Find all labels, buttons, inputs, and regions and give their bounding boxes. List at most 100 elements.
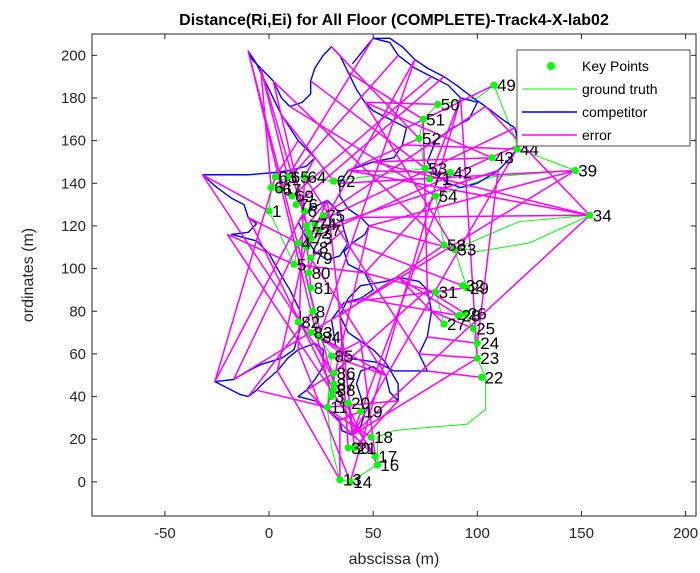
error-segment	[327, 400, 399, 408]
error-segment	[373, 156, 492, 163]
key-point-marker	[446, 169, 454, 177]
key-point-marker	[513, 145, 521, 153]
key-point-marker	[461, 309, 469, 317]
key-point-label: 3	[335, 388, 344, 407]
key-point-marker	[311, 220, 319, 228]
key-point-marker	[469, 324, 477, 332]
error-segment	[278, 54, 399, 191]
error-segment	[427, 336, 478, 344]
error-segment	[360, 214, 590, 219]
key-point-label: 34	[593, 206, 612, 225]
error-segment	[314, 127, 516, 225]
key-point-marker	[330, 380, 338, 388]
key-point-label: 86	[337, 364, 356, 383]
error-segment	[310, 229, 345, 259]
key-point-label: 31	[439, 283, 458, 302]
key-point-label: 58	[447, 236, 466, 255]
error-segment	[259, 67, 289, 178]
error-segment	[364, 272, 436, 293]
key-point-marker	[473, 354, 481, 362]
key-point-marker	[265, 207, 273, 215]
key-point-marker	[336, 476, 344, 484]
error-segment	[272, 80, 310, 233]
key-point-marker	[415, 134, 423, 143]
key-point-label: 22	[484, 368, 503, 387]
legend-label-competitor: competitor	[582, 104, 648, 120]
key-point-marker	[488, 154, 496, 162]
key-point-marker	[302, 243, 311, 251]
key-point-label: 18	[374, 428, 393, 447]
error-segment	[485, 105, 591, 216]
error-segment	[348, 169, 590, 217]
key-point-marker	[319, 211, 327, 219]
error-segment	[368, 225, 455, 251]
key-point-marker	[350, 444, 359, 452]
key-point-marker	[330, 369, 338, 377]
key-point-label: 61	[274, 179, 293, 198]
error-segment	[351, 357, 478, 436]
key-point-label: 4	[301, 234, 310, 253]
key-point-marker	[292, 201, 300, 209]
key-point-marker	[323, 403, 331, 411]
error-segment	[372, 161, 590, 217]
error-segment	[276, 370, 341, 481]
key-point-label: 76	[299, 196, 318, 215]
error-segment	[397, 276, 445, 325]
key-point-label: 19	[364, 402, 383, 421]
legend-label-error: error	[582, 127, 612, 143]
key-point-label: 6	[307, 202, 316, 221]
error-segment	[351, 172, 451, 436]
key-point-label: 52	[422, 130, 441, 149]
error-segment	[364, 101, 456, 250]
key-point-label: 20	[351, 394, 370, 413]
key-point-marker	[294, 318, 302, 326]
key-point-marker	[440, 320, 448, 328]
key-point-marker	[294, 239, 302, 247]
key-point-marker	[434, 100, 442, 108]
key-point-label: 62	[337, 172, 356, 191]
error-segment	[418, 353, 478, 359]
error-segment	[364, 195, 437, 274]
error-segment	[233, 169, 576, 381]
error-segment	[214, 176, 277, 382]
error-segment	[347, 71, 424, 120]
key-point-label: 83	[314, 324, 333, 343]
error-segment	[310, 144, 520, 240]
key-point-label: 39	[578, 161, 597, 180]
x-tick-label: -50	[154, 525, 176, 542]
key-point-marker	[473, 339, 481, 347]
key-point-label: 13	[343, 471, 362, 490]
error-segment	[247, 50, 335, 384]
error-segment	[326, 200, 356, 448]
error-segment	[431, 310, 474, 330]
key-point-label: 78	[310, 238, 329, 257]
error-segment	[305, 199, 328, 227]
key-point-label: 17	[378, 447, 397, 466]
key-point-label: 5	[297, 255, 306, 274]
error-segment	[227, 233, 295, 266]
key-point-marker	[367, 433, 375, 441]
x-tick-label: 200	[673, 525, 698, 542]
key-point-marker	[284, 173, 292, 181]
key-point-marker	[440, 241, 448, 249]
y-tick-label: 200	[61, 47, 86, 64]
error-segment	[352, 242, 464, 287]
key-point-label: 28	[462, 307, 481, 326]
key-point-label: 11	[330, 398, 348, 417]
y-tick-label: 0	[78, 474, 86, 491]
error-segment	[348, 169, 451, 174]
key-point-label: 88	[337, 381, 356, 400]
error-segment	[310, 80, 426, 169]
x-tick-label: 150	[569, 525, 594, 542]
key-point-label: 32	[466, 277, 485, 296]
error-segment	[368, 169, 576, 227]
key-point-label: 72	[312, 223, 331, 242]
x-tick-label: 50	[365, 525, 382, 542]
error-segment	[459, 97, 479, 359]
key-point-label: 42	[453, 164, 472, 183]
key-point-label: 25	[476, 319, 495, 338]
error-segment	[306, 389, 376, 457]
error-segment	[333, 289, 428, 374]
key-point-marker	[307, 284, 315, 292]
error-segment	[310, 257, 387, 376]
